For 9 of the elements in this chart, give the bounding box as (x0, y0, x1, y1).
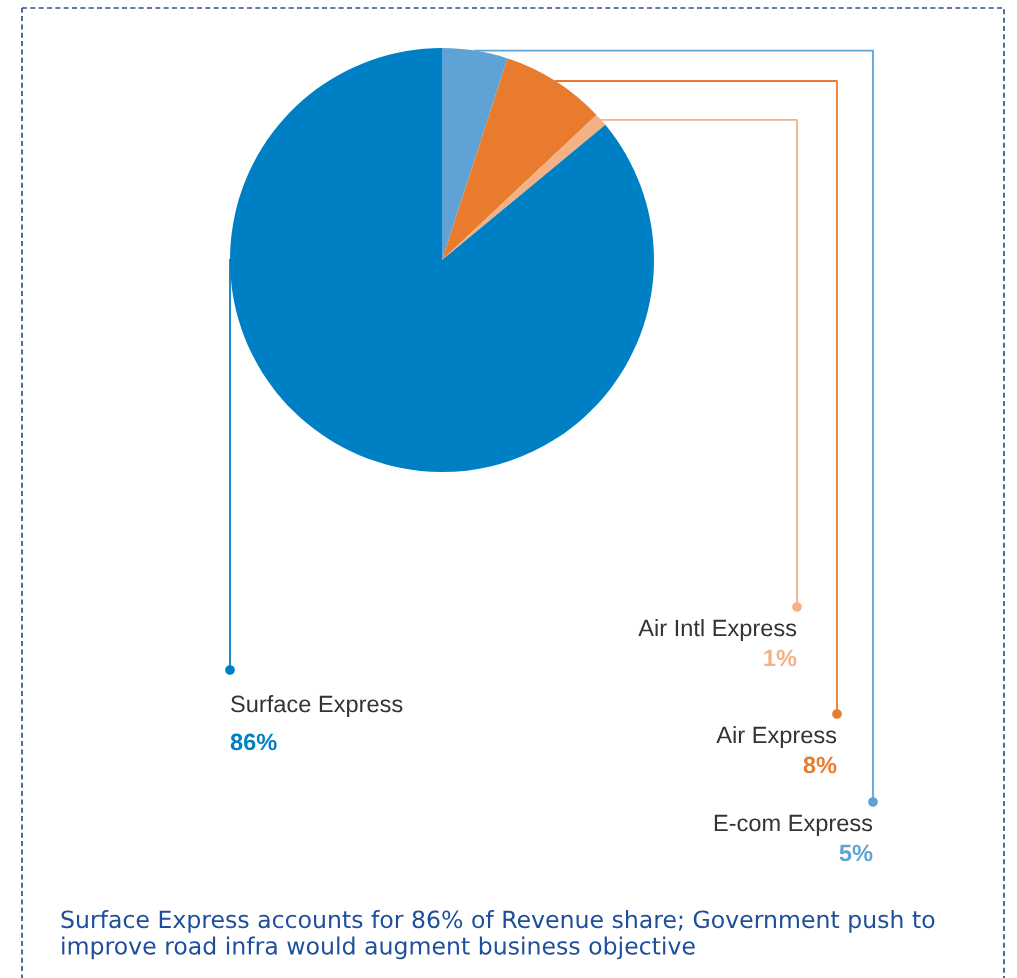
data-label: 1% (764, 649, 797, 667)
data-label: 8% (803, 756, 837, 774)
legend-label: Air Intl Express (638, 619, 797, 642)
data-label: 86% (230, 733, 277, 751)
text: Surface Express accounts for 86% of Revenue share; Government push to improve road infra would augment business objective (61, 910, 935, 960)
legend-label: Air Express (716, 726, 837, 749)
legend-label: Surface Express (231, 695, 403, 718)
data-label: 5% (839, 844, 873, 862)
legend-label: E-com Express (714, 814, 873, 837)
